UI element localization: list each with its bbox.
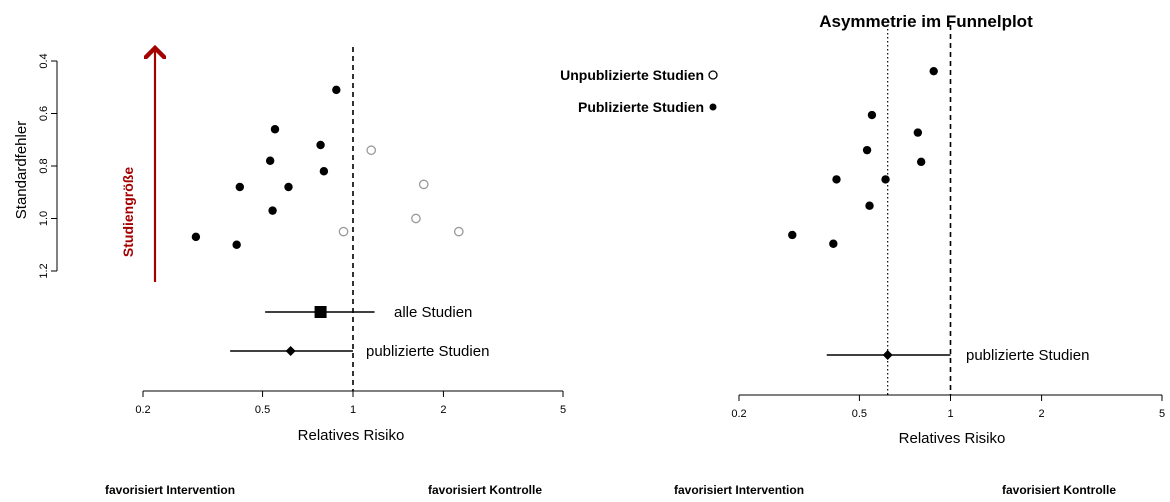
- left-y-axis-title: Standardfehler: [13, 121, 30, 219]
- studiengroesse-label: Studiengröße: [120, 167, 136, 257]
- right-funnel-plot: Asymmetrie im Funnelplot 0.2 0.5 1 2 5 Relat…: [731, 12, 1165, 447]
- left-published-point-0: [332, 85, 341, 95]
- right-published-point-2: [913, 128, 923, 137]
- right-published-point-1: [867, 110, 877, 120]
- left-funnel-plot: 0.2 0.5 1 2 50.40.60.81.01.2 Standardfehler …: [13, 47, 566, 444]
- left-footer-kontrolle: favorisiert Kontrolle: [428, 483, 542, 497]
- right-published-point-7: [865, 201, 874, 210]
- left-unpublished-point-1: [418, 179, 429, 190]
- legend: Unpublizierte Studien Publizierte Studie…: [560, 67, 718, 115]
- left-published-point-7: [268, 206, 277, 215]
- left-published-point-4: [319, 167, 329, 176]
- right-published-point-0: [929, 66, 938, 76]
- right-published-point-5: [832, 175, 841, 184]
- legend-unpublished-marker: [708, 70, 718, 80]
- right-published-point-4: [916, 157, 926, 167]
- left-x-tick-label-1: 0.5: [255, 404, 270, 416]
- left-pooled-diamond-1: [285, 346, 296, 356]
- left-y-tick-label-0: 0.4: [38, 53, 50, 68]
- left-unpublished-point-3: [338, 226, 349, 237]
- left-y-tick-label-1: 0.6: [38, 106, 50, 121]
- right-chart-title: Asymmetrie im Funnelplot: [819, 12, 1033, 31]
- left-ci-label-all: alle Studien: [394, 304, 472, 321]
- left-unpublished-point-2: [411, 213, 421, 224]
- right-x-tick-label-3: 2: [1039, 408, 1045, 420]
- right-ci-label-published: publizierte Studien: [966, 347, 1089, 364]
- left-published-point-1: [270, 125, 280, 134]
- right-pooled-diamond-0: [882, 350, 893, 360]
- right-published-point-6: [881, 175, 890, 184]
- right-x-tick-label-4: 5: [1159, 408, 1165, 420]
- left-published-point-6: [284, 182, 293, 192]
- left-published-point-2: [316, 140, 325, 150]
- left-x-tick-label-3: 2: [440, 404, 446, 416]
- footer: favorisiert Intervention favorisiert Kon…: [105, 483, 1116, 497]
- right-x-tick-label-2: 1: [947, 408, 953, 420]
- left-unpublished-point-0: [366, 145, 377, 156]
- right-footer-intervention: favorisiert Intervention: [674, 483, 804, 497]
- left-published-point-9: [232, 240, 241, 249]
- right-footer-kontrolle: favorisiert Kontrolle: [1002, 483, 1116, 497]
- left-y-tick-label-2: 0.8: [38, 158, 50, 173]
- left-unpublished-point-4: [453, 226, 464, 237]
- left-y-tick-label-3: 1.0: [38, 211, 50, 226]
- left-published-point-5: [235, 182, 245, 192]
- left-x-tick-label-2: 1: [350, 404, 356, 416]
- left-x-axis-title: Relatives Risiko: [298, 427, 405, 444]
- legend-unpublished-label: Unpublizierte Studien: [560, 67, 704, 83]
- left-x-tick-label-0: 0.2: [135, 404, 150, 416]
- left-y-tick-label-4: 1.2: [38, 263, 50, 278]
- right-x-tick-label-0: 0.2: [731, 408, 746, 420]
- right-published-point-9: [829, 239, 838, 248]
- left-x-tick-label-4: 5: [560, 404, 566, 416]
- left-published-point-3: [265, 156, 275, 165]
- left-pooled-square-0: [314, 306, 327, 318]
- right-x-axis-title: Relatives Risiko: [899, 430, 1006, 447]
- right-published-point-8: [788, 230, 797, 240]
- left-footer-intervention: favorisiert Intervention: [105, 483, 235, 497]
- left-ci-label-published: publizierte Studien: [366, 343, 489, 360]
- right-x-tick-label-1: 0.5: [852, 408, 867, 420]
- left-published-point-8: [191, 232, 201, 242]
- legend-published-label: Publizierte Studien: [578, 99, 704, 115]
- right-published-point-3: [862, 145, 872, 155]
- legend-published-marker: [709, 103, 717, 111]
